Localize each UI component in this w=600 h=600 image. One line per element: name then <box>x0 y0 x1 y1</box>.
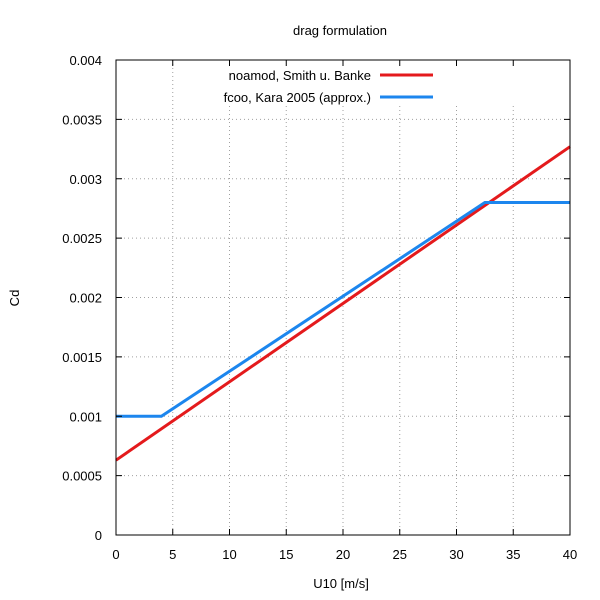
y-tick-label: 0.003 <box>69 172 102 187</box>
legend-label-2: fcoo, Kara 2005 (approx.) <box>224 90 371 105</box>
x-tick-label: 5 <box>169 547 176 562</box>
y-tick-label: 0.001 <box>69 409 102 424</box>
y-tick-label: 0.0025 <box>62 231 102 246</box>
y-tick-label: 0.0015 <box>62 350 102 365</box>
x-tick-label: 25 <box>393 547 407 562</box>
x-tick-label: 35 <box>506 547 520 562</box>
series-line-1 <box>115 145 571 462</box>
x-tick-label: 0 <box>112 547 119 562</box>
y-tick-label: 0.004 <box>69 53 102 68</box>
x-tick-label: 10 <box>222 547 236 562</box>
tick-layer: 0 5 10 15 20 25 30 35 40 0 0.0005 0.001 0.0015 0.002 0… <box>62 53 577 562</box>
series-layer <box>115 145 571 462</box>
y-tick-label: 0.002 <box>69 291 102 306</box>
y-axis-label: Cd <box>7 290 22 307</box>
legend: noamod, Smith u. Banke fcoo, Kara 2005 (a… <box>224 68 433 105</box>
y-tick-label: 0 <box>95 528 102 543</box>
chart-title: drag formulation <box>293 23 387 38</box>
series-line-2 <box>116 201 570 418</box>
x-tick-label: 15 <box>279 547 293 562</box>
legend-label-1: noamod, Smith u. Banke <box>229 68 371 83</box>
x-tick-label: 20 <box>336 547 350 562</box>
x-tick-label: 40 <box>563 547 577 562</box>
x-axis-label: U10 [m/s] <box>313 576 369 591</box>
x-tick-label: 30 <box>449 547 463 562</box>
y-tick-label: 0.0005 <box>62 469 102 484</box>
y-tick-label: 0.0035 <box>62 112 102 127</box>
